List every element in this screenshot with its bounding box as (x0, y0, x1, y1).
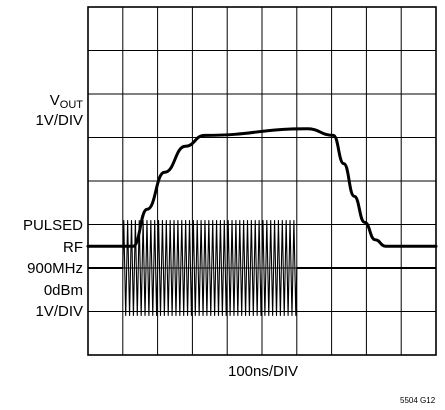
rf-label-rf: RF (63, 239, 83, 256)
pulsed-rf-trace (122, 220, 298, 316)
plot-frame (87, 6, 437, 356)
x-axis-label: 100ns/DIV (228, 363, 299, 380)
rf-label-pulsed: PULSED (22, 217, 83, 234)
vout-label: VOUT (49, 92, 83, 112)
graticule-grid (88, 7, 436, 355)
figure-id: 5504 G12 (400, 396, 436, 405)
rf-label-frequency: 900MHz (27, 260, 83, 277)
vout-scale-label: 1V/DIV (35, 112, 83, 129)
rf-label-scale: 1V/DIV (35, 303, 83, 320)
rf-label-power: 0dBm (43, 282, 83, 299)
vout-trace (86, 127, 438, 248)
